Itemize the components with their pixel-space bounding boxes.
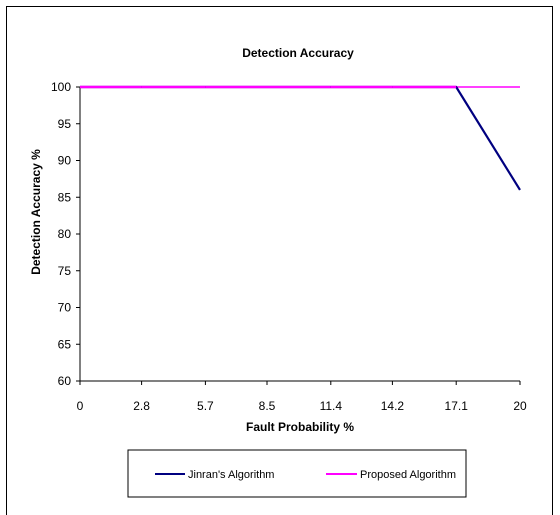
- y-tick-label: 85: [58, 190, 72, 204]
- x-tick-label: 8.5: [259, 399, 276, 413]
- axes: 60 65 70 75 80 85 90 95 100 0 2.8 5.7 8.5 11.4 14.2 17.…: [51, 80, 527, 413]
- legend: Jinran's Algorithm Proposed Algorithm: [127, 449, 467, 498]
- x-tick-label: 5.7: [197, 399, 214, 413]
- legend-label: Jinran's Algorithm: [188, 469, 274, 481]
- series-line-jinrans-algorithm: [80, 85, 521, 191]
- y-axis-title: Detection Accuracy %: [29, 149, 43, 275]
- chart-frame: [6, 6, 553, 515]
- y-tick-label: 95: [58, 117, 72, 131]
- legend-label: Proposed Algorithm: [360, 469, 456, 481]
- chart-title: Detection Accuracy: [242, 46, 354, 60]
- y-tick-label: 90: [58, 154, 72, 168]
- y-tick-label: 65: [58, 337, 72, 351]
- x-tick-label: 14.2: [381, 399, 405, 413]
- x-tick-label: 17.1: [445, 399, 469, 413]
- y-tick-label: 60: [58, 374, 72, 388]
- x-tick-label: 0: [77, 399, 84, 413]
- y-tick-label: 80: [58, 227, 72, 241]
- y-tick-label: 75: [58, 264, 72, 278]
- x-tick-label: 20: [513, 399, 527, 413]
- series-layer: [80, 85, 521, 191]
- x-axis-title: Fault Probability %: [246, 420, 354, 434]
- y-tick-label: 70: [58, 301, 72, 315]
- x-tick-label: 2.8: [133, 399, 150, 413]
- x-tick-label: 11.4: [320, 399, 343, 413]
- y-tick-label: 100: [51, 80, 71, 94]
